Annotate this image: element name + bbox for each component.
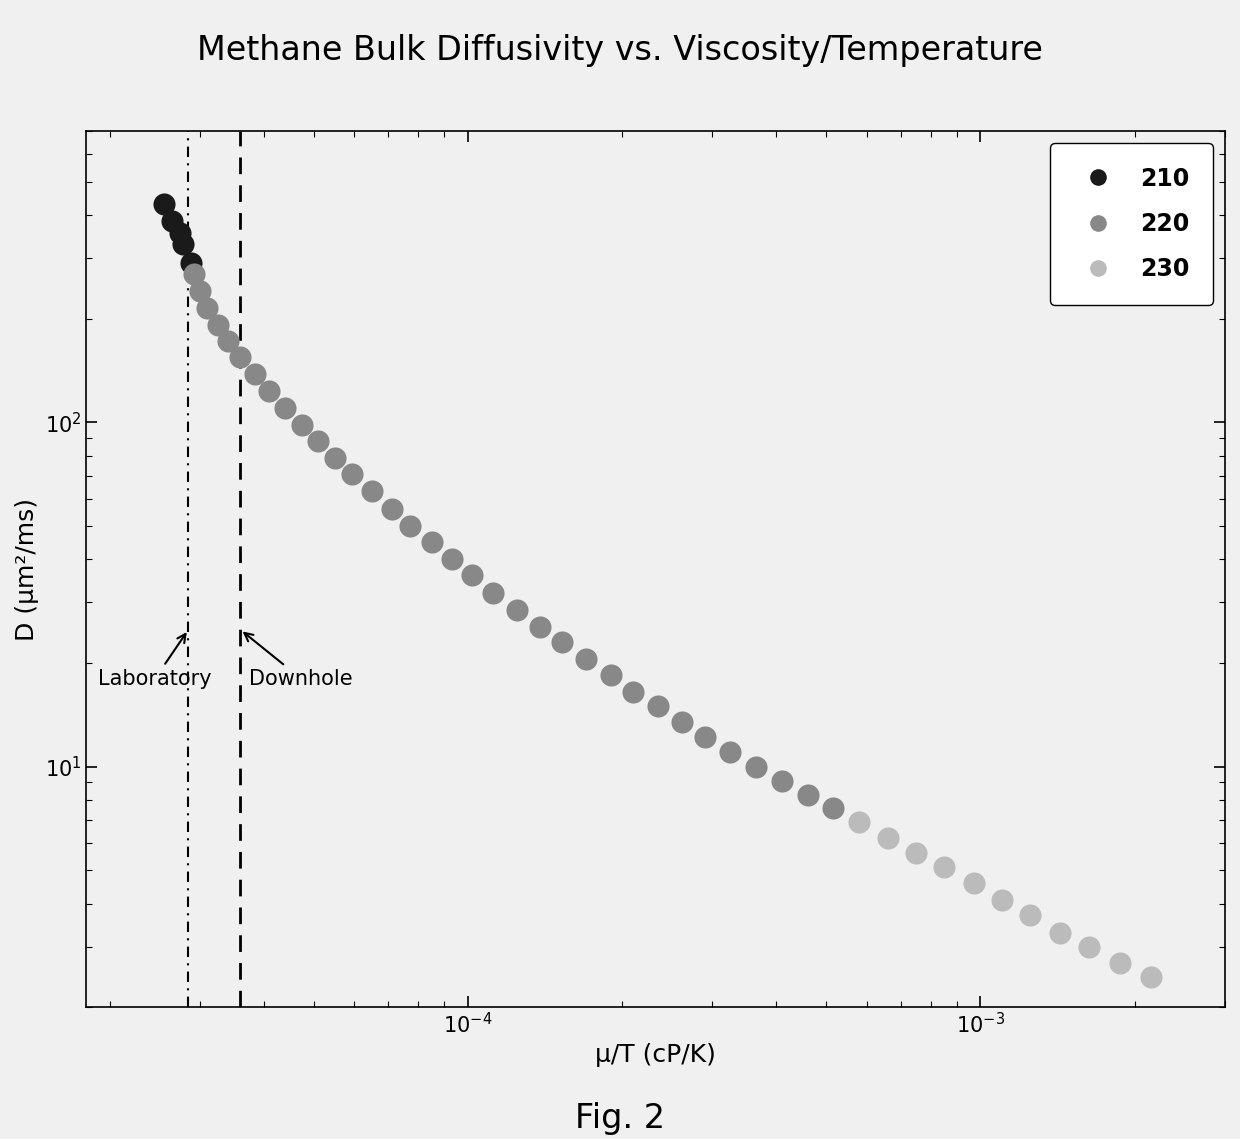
Point [601,665,621,683]
Text: Downhole: Downhole [244,633,353,689]
Point [992,891,1012,909]
Point [259,383,279,401]
Point [934,859,954,877]
Point [382,500,402,518]
Text: Laboratory: Laboratory [98,634,212,689]
Point [207,316,227,334]
Point [1110,953,1130,972]
Point [553,633,573,652]
Point [694,728,714,746]
Point [906,844,926,862]
Point [190,282,210,301]
Point [797,786,817,804]
Point [622,682,642,700]
Point [362,482,382,500]
Point [1141,968,1161,986]
Point [577,650,596,669]
Point [849,813,869,831]
Point [1021,907,1040,925]
Point [293,416,312,434]
Point [162,212,182,230]
Point [342,465,362,483]
Point [529,617,549,636]
Point [181,254,201,272]
Legend: 210, 220, 230: 210, 220, 230 [1050,144,1213,305]
Point [720,744,740,762]
Point [878,829,898,847]
Point [246,366,265,384]
Text: Methane Bulk Diffusivity vs. Viscosity/Temperature: Methane Bulk Diffusivity vs. Viscosity/T… [197,34,1043,67]
Point [172,235,192,253]
Point [170,223,190,241]
Point [823,798,843,817]
Point [1050,924,1070,942]
Point [507,601,527,620]
X-axis label: μ/T (cP/K): μ/T (cP/K) [595,1043,715,1067]
Point [773,772,792,790]
Point [184,264,203,282]
Point [649,697,668,715]
Point [399,517,419,535]
Point [484,583,503,601]
Text: Fig. 2: Fig. 2 [575,1101,665,1134]
Point [308,433,327,451]
Point [963,874,983,892]
Point [463,566,482,584]
Point [154,195,174,213]
Point [746,757,766,776]
Y-axis label: D (μm²/ms): D (μm²/ms) [15,498,38,641]
Point [672,713,692,731]
Point [325,449,345,467]
Point [422,533,441,551]
Point [441,550,461,568]
Point [197,298,217,317]
Point [218,333,238,351]
Point [231,347,250,366]
Point [1079,937,1099,956]
Point [275,399,295,417]
